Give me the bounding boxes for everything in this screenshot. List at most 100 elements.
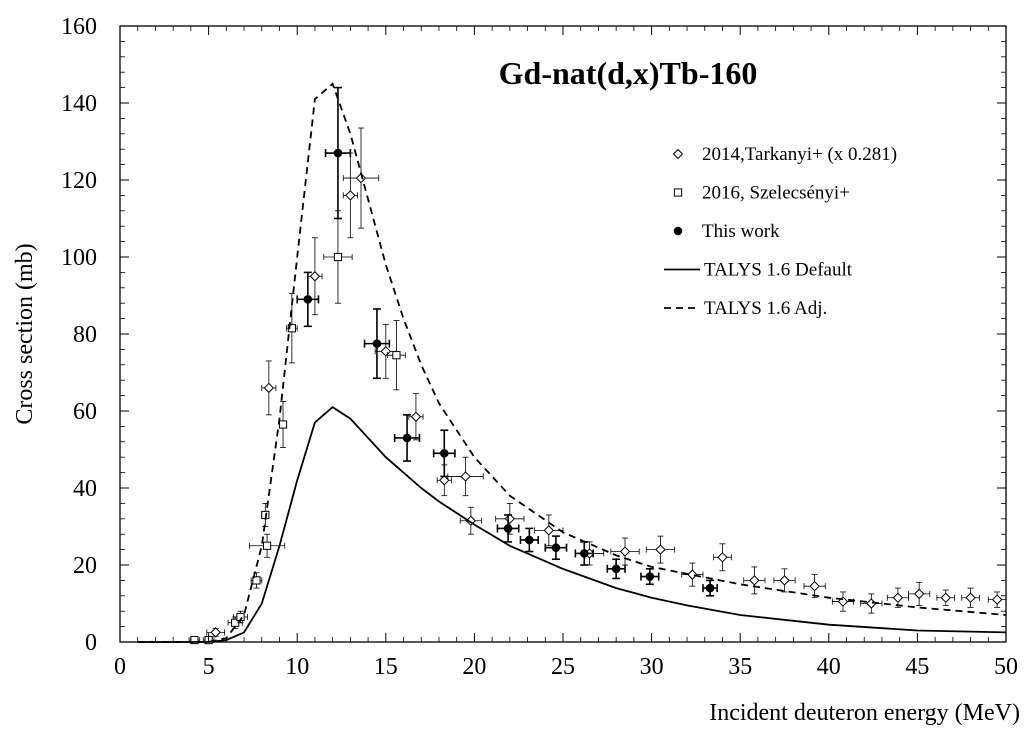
tarkanyi-point	[773, 568, 796, 593]
legend-label: 2014,Tarkanyi+ (x 0.281)	[702, 144, 897, 165]
tarkanyi-point-marker	[991, 594, 1003, 605]
tarkanyi-point	[831, 591, 855, 612]
series-1	[188, 210, 406, 645]
tarkanyi-point	[342, 127, 380, 229]
tarkanyi-point	[987, 591, 1007, 608]
legend-label: TALYS 1.6 Adj.	[704, 298, 827, 319]
tarkanyi-point-marker	[809, 580, 820, 592]
this-work-point	[363, 308, 391, 380]
series-3	[137, 405, 1007, 643]
this-work-point	[702, 579, 718, 597]
this-work-point	[432, 429, 456, 478]
legend-label: 2016, Szelecsényi+	[702, 183, 850, 204]
tarkanyi-point-marker	[749, 575, 760, 586]
legend-label: TALYS 1.6 Default	[704, 260, 853, 281]
tarkanyi-point-marker	[210, 627, 221, 638]
szelecsenyi-point-marker	[287, 324, 296, 333]
x-tick-label: 5	[203, 654, 215, 680]
tarkanyi-point	[408, 393, 424, 441]
x-tick-label: 0	[114, 654, 126, 680]
tarkanyi-point	[206, 627, 225, 638]
szelecsenyi-point-marker	[252, 576, 261, 585]
tarkanyi-point-marker	[380, 346, 392, 357]
this-work-point-marker	[705, 583, 715, 593]
this-work-point	[574, 541, 594, 566]
legend-marker	[673, 188, 683, 197]
szelecsenyi-point-marker	[278, 420, 288, 429]
tarkanyi-point-marker	[543, 525, 555, 536]
this-work-point-marker	[645, 572, 655, 581]
this-work-point	[640, 568, 660, 586]
x-tick-label: 50	[994, 654, 1018, 680]
this-work-point-marker	[439, 449, 449, 458]
szelecsenyi-point	[387, 320, 406, 391]
tarkanyi-point-marker	[717, 552, 728, 563]
this-work-point	[324, 86, 352, 220]
y-tick-label: 160	[61, 14, 97, 40]
szelecsenyi-point	[250, 572, 263, 589]
legend-item: TALYS 1.6 Default	[664, 260, 853, 281]
this-work-point	[544, 535, 568, 561]
this-work-point-marker	[551, 543, 561, 552]
tarkanyi-point	[447, 456, 484, 497]
x-tick-label: 10	[285, 654, 309, 680]
tarkanyi-point	[342, 152, 358, 239]
tarkanyi-point-marker	[410, 411, 422, 422]
tarkanyi-point	[713, 543, 732, 572]
tarkanyi-point-marker	[309, 271, 321, 282]
this-work-point-marker	[611, 564, 621, 574]
this-work-point-marker	[579, 549, 589, 558]
x-tick-label: 20	[462, 654, 486, 680]
legend-label: This work	[702, 221, 780, 242]
tarkanyi-point	[261, 360, 277, 416]
x-axis-label: Incident deuteron energy (MeV)	[709, 700, 1020, 726]
tarkanyi-point	[936, 589, 956, 606]
this-work-point	[606, 558, 626, 580]
legend-item: TALYS 1.6 Adj.	[664, 298, 827, 319]
this-work-point-marker	[333, 148, 343, 158]
this-work-point	[496, 514, 520, 543]
tarkanyi-point	[610, 537, 640, 566]
legend-marker	[672, 148, 684, 160]
tarkanyi-point	[743, 566, 766, 595]
tarkanyi-point-marker	[779, 575, 790, 586]
y-tick-label: 60	[73, 399, 97, 425]
szelecsenyi-point-marker	[262, 541, 272, 550]
this-work-point-marker	[372, 339, 382, 348]
this-work-point	[519, 527, 539, 553]
tarkanyi-point-marker	[913, 588, 925, 600]
axis-ticks: 0 5 10 15 20 25 30 35 40 45 50 0 20 40 60 80 100 120 140 16…	[61, 14, 1018, 680]
y-tick-label: 80	[73, 322, 97, 348]
tarkanyi-point-marker	[965, 592, 976, 603]
series-2	[296, 86, 718, 597]
legend-item: This work	[673, 221, 780, 242]
y-tick-label: 120	[61, 168, 97, 194]
x-tick-label: 35	[728, 654, 752, 680]
y-tick-label: 0	[85, 630, 97, 656]
this-work-point-marker	[525, 535, 534, 545]
tarkanyi-point-marker	[439, 475, 450, 486]
tarkanyi-point	[961, 587, 980, 608]
tarkanyi-point	[908, 581, 931, 606]
talys-default-line	[137, 405, 1007, 643]
szelecsenyi-point-marker	[333, 252, 343, 262]
y-tick-label: 40	[73, 476, 97, 502]
tarkanyi-point	[459, 506, 482, 535]
y-axis-label: Cross section (mb)	[12, 243, 38, 424]
tarkanyi-point-marker	[892, 592, 904, 603]
legend-item: 2014,Tarkanyi+ (x 0.281)	[672, 144, 897, 165]
tarkanyi-point-marker	[655, 544, 666, 555]
tarkanyi-point	[803, 574, 826, 599]
this-work-point-marker	[303, 295, 313, 304]
legend-marker	[673, 226, 683, 236]
talys-adjusted-line	[137, 82, 1007, 643]
tarkanyi-point-marker	[263, 382, 275, 394]
series-4	[137, 82, 1007, 643]
this-work-point-marker	[503, 524, 513, 533]
this-work-point	[296, 271, 320, 328]
y-tick-label: 20	[73, 553, 97, 579]
tarkanyi-point-marker	[940, 592, 951, 603]
tarkanyi-point-marker	[460, 471, 471, 482]
chart-title: Gd-nat(d,x)Tb-160	[499, 55, 758, 91]
